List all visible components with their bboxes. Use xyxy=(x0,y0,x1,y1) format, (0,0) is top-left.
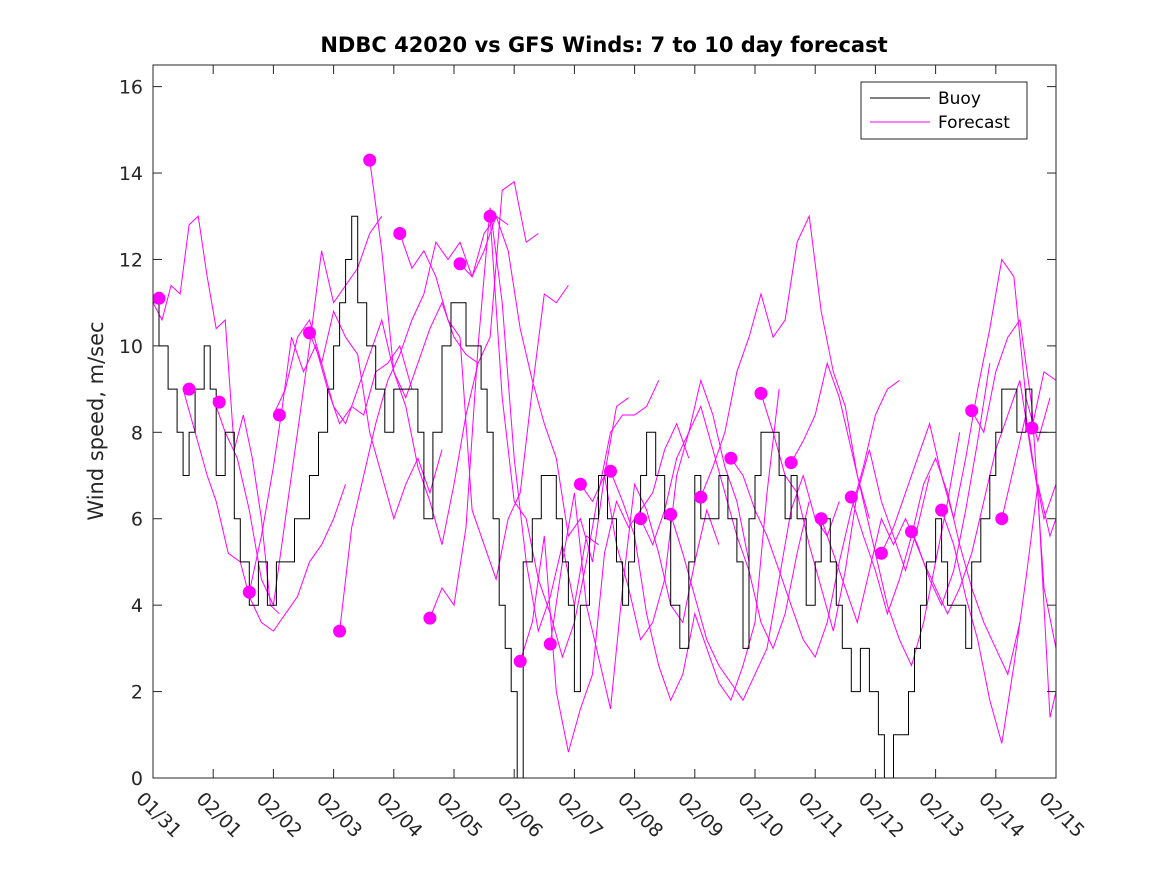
y-tick-label-0: 0 xyxy=(131,768,143,790)
forecast-line-12 xyxy=(519,422,690,753)
forecast-line-4 xyxy=(272,309,443,521)
y-tick-label-4: 8 xyxy=(131,422,143,444)
forecast-marker-26 xyxy=(935,503,949,517)
plot-area xyxy=(153,65,1056,778)
forecast-marker-14 xyxy=(573,477,587,491)
forecast-line-0 xyxy=(152,215,280,615)
forecast-marker-6 xyxy=(333,624,347,638)
forecast-marker-28 xyxy=(995,512,1009,526)
forecast-marker-25 xyxy=(905,525,918,539)
plot-frame xyxy=(152,64,1057,779)
forecast-line-8 xyxy=(399,233,569,582)
forecast-line-1 xyxy=(182,388,347,632)
forecast-line-17 xyxy=(670,473,840,702)
forecast-line-10 xyxy=(459,215,629,563)
forecast-marker-3 xyxy=(242,585,256,599)
series-layer xyxy=(152,153,1057,779)
forecast-marker-17 xyxy=(664,507,678,521)
forecast-line-24 xyxy=(880,258,1051,554)
chart-title: NDBC 42020 vs GFS Winds: 7 to 10 day for… xyxy=(320,33,887,57)
forecast-marker-11 xyxy=(483,209,497,223)
forecast-line-2 xyxy=(212,215,383,607)
forecast-line-29 xyxy=(1031,370,1057,429)
forecast-line-7 xyxy=(369,160,539,545)
forecast-line-19 xyxy=(730,379,900,659)
forecast-marker-29 xyxy=(1025,421,1039,435)
y-tick-label-7: 14 xyxy=(119,163,143,185)
legend-forecast-label: Forecast xyxy=(938,113,1010,133)
forecast-line-25 xyxy=(911,380,1057,615)
forecast-line-18 xyxy=(700,214,870,519)
forecast-line-16 xyxy=(640,404,810,650)
forecast-marker-5 xyxy=(303,326,316,340)
forecast-line-20 xyxy=(760,393,931,632)
forecast-marker-7 xyxy=(363,153,377,167)
forecast-marker-18 xyxy=(694,490,708,504)
forecast-marker-4 xyxy=(272,408,286,422)
y-tick-label-5: 10 xyxy=(119,336,143,358)
forecast-marker-24 xyxy=(874,546,888,560)
forecast-line-28 xyxy=(1001,414,1057,718)
forecast-marker-19 xyxy=(724,451,738,465)
forecast-marker-1 xyxy=(182,382,196,396)
forecast-line-6 xyxy=(339,215,509,632)
legend-box xyxy=(860,81,1028,140)
forecast-marker-20 xyxy=(754,386,768,400)
forecast-line-22 xyxy=(820,363,991,625)
y-tick-label-1: 2 xyxy=(131,682,143,704)
forecast-line-15 xyxy=(610,389,780,702)
legend-buoy-label: Buoy xyxy=(938,89,981,109)
forecast-line-23 xyxy=(850,456,1021,676)
forecast-line-27 xyxy=(971,318,1057,649)
forecast-marker-23 xyxy=(844,490,858,504)
y-tick-label-3: 6 xyxy=(131,509,143,531)
forecast-line-14 xyxy=(579,378,750,641)
forecast-marker-16 xyxy=(634,512,648,526)
forecast-marker-15 xyxy=(604,464,617,478)
forecast-marker-12 xyxy=(513,654,527,668)
legend: Buoy Forecast xyxy=(860,81,1028,140)
forecast-marker-13 xyxy=(543,637,557,651)
forecast-marker-27 xyxy=(965,404,979,418)
forecast-marker-21 xyxy=(784,456,798,470)
forecast-marker-0 xyxy=(152,291,166,305)
forecast-marker-8 xyxy=(393,227,407,240)
forecast-marker-10 xyxy=(453,257,467,271)
y-tick-label-2: 4 xyxy=(131,595,143,617)
y-tick-label-8: 16 xyxy=(119,77,143,99)
forecast-marker-9 xyxy=(423,611,437,625)
y-axis-label: Wind speed, m/sec xyxy=(84,321,108,520)
forecast-line-26 xyxy=(941,484,1057,744)
y-tick-label-6: 12 xyxy=(119,249,143,271)
forecast-marker-2 xyxy=(212,395,226,409)
forecast-marker-22 xyxy=(814,512,828,526)
forecast-line-9 xyxy=(429,207,599,634)
